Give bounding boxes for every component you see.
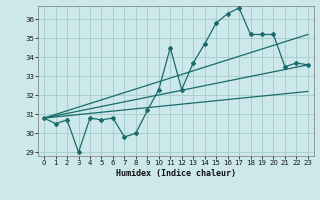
X-axis label: Humidex (Indice chaleur): Humidex (Indice chaleur) <box>116 169 236 178</box>
